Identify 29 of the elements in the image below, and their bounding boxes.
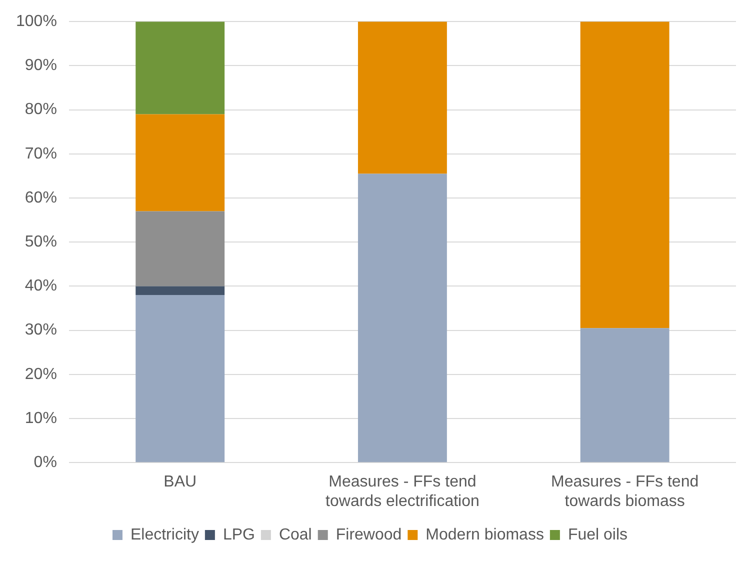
y-tick-label: 80% <box>24 101 57 118</box>
bar <box>580 328 670 462</box>
y-tick-label: 100% <box>16 13 57 30</box>
bar <box>358 22 447 174</box>
legend-label: LPG <box>222 526 255 544</box>
bar <box>136 211 225 286</box>
legend-label: Firewood <box>336 526 402 544</box>
bar <box>358 174 447 462</box>
bar <box>136 295 225 462</box>
y-tick-label: 10% <box>24 410 57 427</box>
y-tick-label: 70% <box>24 145 57 162</box>
bar <box>136 114 225 212</box>
x-tick-label: Measures - FFs tend towards biomass <box>551 474 699 510</box>
y-tick-label: 40% <box>24 278 57 295</box>
y-tick-label: 50% <box>24 234 57 251</box>
y-tick-label: 30% <box>24 322 57 339</box>
y-tick-label: 90% <box>24 57 57 74</box>
x-tick-label: Measures - FFs tend towards electrification <box>326 474 480 510</box>
bar <box>580 22 670 328</box>
x-tick-label: BAU <box>164 474 197 491</box>
y-tick-label: 20% <box>24 366 57 383</box>
bar <box>136 286 225 296</box>
legend-label: Coal <box>278 526 312 544</box>
y-tick-label: 60% <box>24 189 57 206</box>
legend-label: Modern biomass <box>426 526 544 544</box>
legend-label: Fuel oils <box>568 526 628 544</box>
legend-label: Electricity <box>130 526 199 544</box>
bar <box>136 22 225 114</box>
y-tick-label: 0% <box>34 454 57 472</box>
